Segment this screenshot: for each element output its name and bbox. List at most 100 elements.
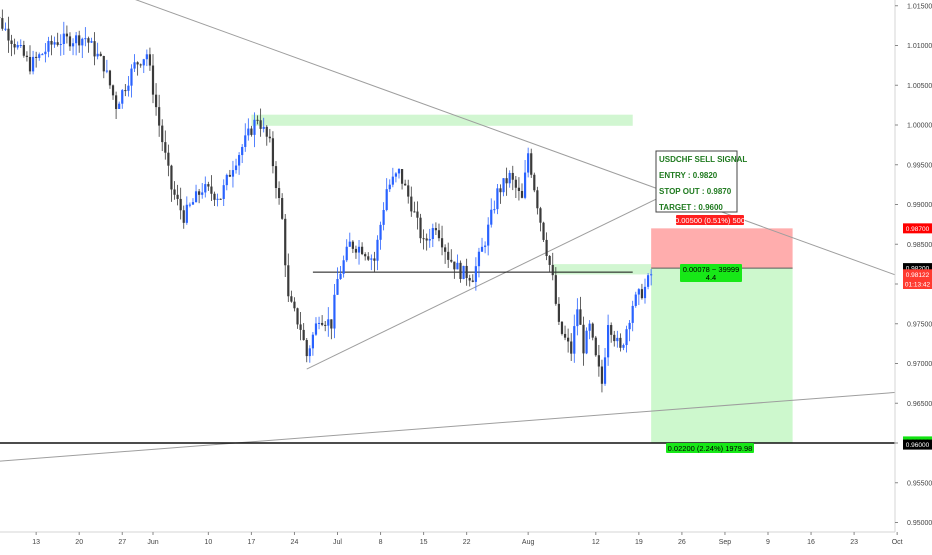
candle-body [567, 338, 569, 342]
candle [595, 336, 597, 357]
candle-body [161, 126, 163, 143]
candle-body [432, 228, 434, 239]
candle [533, 173, 535, 193]
x-tick-label: 19 [635, 539, 643, 546]
candle-body [293, 302, 295, 309]
candle-body [632, 306, 634, 323]
candle [112, 85, 114, 100]
candle-body [32, 57, 34, 71]
candle [419, 214, 421, 243]
candle-body [367, 256, 369, 259]
candle [576, 298, 578, 335]
candle [450, 249, 452, 263]
candle [143, 59, 145, 73]
candle-body [561, 322, 563, 334]
candle-body [383, 210, 385, 225]
candle [87, 37, 89, 53]
candle-body [616, 338, 618, 341]
candle-body [195, 191, 197, 202]
candle [250, 126, 252, 137]
candle [506, 168, 508, 196]
candle [426, 234, 428, 251]
candle-body [595, 338, 597, 356]
candle-body [235, 166, 237, 171]
candle [290, 291, 292, 303]
candle-body [223, 185, 225, 199]
candle-body [90, 41, 92, 42]
candle [358, 240, 360, 265]
candle [530, 149, 532, 178]
candle-body [438, 230, 440, 238]
candle-body [35, 57, 37, 58]
candle [466, 259, 468, 286]
candle-body [170, 166, 172, 190]
candle-body [358, 247, 360, 253]
candle-body [272, 138, 274, 166]
candle-body [343, 260, 345, 274]
x-tick-label: 20 [75, 539, 83, 546]
candle-body [527, 153, 529, 172]
candle-body [333, 295, 335, 329]
candle [312, 332, 314, 356]
candle-body [536, 190, 538, 208]
candle [361, 242, 363, 255]
y-tick-label: 1.00500 [907, 83, 932, 90]
candle [502, 178, 504, 196]
candle [352, 240, 354, 253]
y-tick-label: 1.00000 [907, 123, 932, 130]
candle-body [50, 41, 52, 45]
candle [167, 145, 169, 177]
candle-body [410, 197, 412, 212]
x-tick-label: 26 [678, 539, 686, 546]
candle [401, 169, 403, 189]
candle [14, 39, 16, 55]
candle [521, 183, 523, 198]
candle-body [576, 309, 578, 326]
candle [518, 177, 520, 200]
candle-body [130, 69, 132, 86]
candle [573, 315, 575, 363]
candle [275, 161, 277, 198]
candle-body [579, 309, 581, 324]
candle-body [266, 127, 268, 137]
candle-body [17, 45, 19, 47]
candle-body [57, 42, 59, 45]
candle-body [604, 357, 606, 383]
candle [349, 233, 351, 247]
candle [121, 89, 123, 109]
candle [38, 53, 40, 61]
candle [69, 32, 71, 51]
candle-body [44, 52, 46, 54]
candle [527, 148, 529, 178]
candle-body [622, 345, 624, 348]
candle [552, 253, 554, 280]
candle-body [450, 260, 452, 262]
candle [133, 54, 135, 72]
candle [484, 241, 486, 253]
candle-body [379, 225, 381, 240]
candle-body [164, 142, 166, 153]
candle [432, 224, 434, 247]
candle-body [435, 228, 437, 230]
signal-entry: ENTRY : 0.9820 [659, 171, 718, 180]
candle [35, 52, 37, 68]
candle [496, 184, 498, 214]
candle-body [97, 54, 99, 57]
candle-body [124, 90, 126, 91]
candle-body [4, 29, 6, 30]
candle-body [29, 57, 31, 71]
candle-body [269, 137, 271, 139]
candle-body [23, 45, 25, 56]
candle-body [355, 249, 357, 253]
candle [75, 32, 77, 55]
candle-body [518, 188, 520, 191]
candle [441, 226, 443, 256]
candle [66, 25, 68, 43]
candle [207, 182, 209, 191]
candle [244, 123, 246, 152]
candle-body [103, 56, 105, 71]
current-pnl-label-text: 4.4 [706, 273, 716, 282]
candle-body [60, 44, 62, 45]
candle-body [7, 29, 9, 41]
